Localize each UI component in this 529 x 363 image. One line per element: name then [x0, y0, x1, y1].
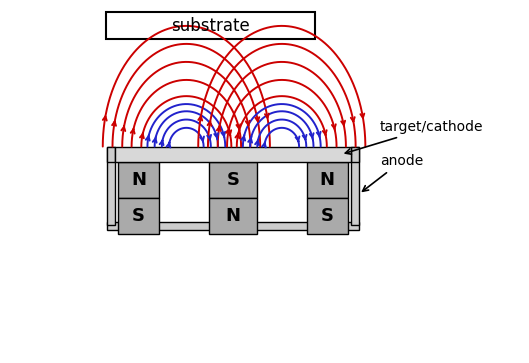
Text: substrate: substrate: [171, 17, 250, 35]
Text: S: S: [321, 207, 334, 225]
Bar: [351, 147, 359, 162]
Bar: [118, 162, 159, 198]
Text: N: N: [225, 207, 241, 225]
Text: anode: anode: [362, 154, 423, 191]
Bar: [118, 198, 159, 234]
Bar: [307, 198, 348, 234]
Bar: [208, 162, 257, 198]
Bar: [208, 198, 257, 234]
Bar: [115, 147, 351, 162]
Bar: [351, 147, 359, 225]
Bar: [107, 147, 115, 162]
Text: target/cathode: target/cathode: [345, 120, 484, 154]
Text: N: N: [131, 171, 146, 189]
Text: N: N: [320, 171, 335, 189]
Text: S: S: [132, 207, 145, 225]
Bar: [307, 162, 348, 198]
Bar: [107, 147, 115, 225]
Bar: [107, 222, 359, 230]
Bar: [106, 12, 315, 39]
Text: S: S: [226, 171, 240, 189]
